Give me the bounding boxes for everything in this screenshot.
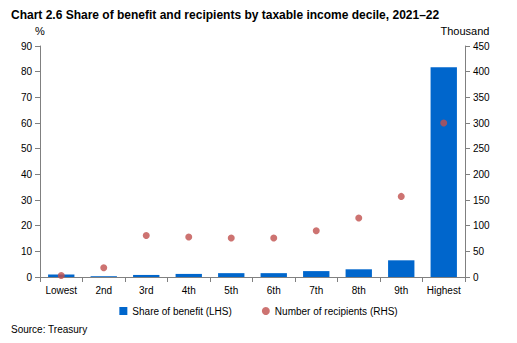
svg-text:40: 40 bbox=[21, 169, 33, 180]
svg-text:50: 50 bbox=[473, 246, 485, 257]
svg-text:70: 70 bbox=[21, 92, 33, 103]
svg-text:200: 200 bbox=[473, 169, 490, 180]
svg-text:30: 30 bbox=[21, 195, 33, 206]
svg-text:%: % bbox=[35, 25, 45, 37]
svg-text:7th: 7th bbox=[309, 285, 323, 296]
svg-text:5th: 5th bbox=[224, 285, 238, 296]
svg-text:Lowest: Lowest bbox=[45, 285, 77, 296]
svg-text:60: 60 bbox=[21, 118, 33, 129]
svg-text:Number of recipients (RHS): Number of recipients (RHS) bbox=[275, 306, 398, 317]
svg-text:4th: 4th bbox=[182, 285, 196, 296]
svg-text:400: 400 bbox=[473, 66, 490, 77]
svg-text:50: 50 bbox=[21, 143, 33, 154]
svg-text:9th: 9th bbox=[394, 285, 408, 296]
svg-text:6th: 6th bbox=[267, 285, 281, 296]
svg-text:Chart 2.6 Share of benefit and: Chart 2.6 Share of benefit and recipient… bbox=[11, 8, 439, 22]
svg-text:Thousand: Thousand bbox=[441, 25, 490, 37]
svg-text:350: 350 bbox=[473, 92, 490, 103]
svg-text:Share of benefit (LHS): Share of benefit (LHS) bbox=[132, 306, 232, 317]
svg-text:2nd: 2nd bbox=[95, 285, 112, 296]
svg-text:90: 90 bbox=[21, 41, 33, 52]
svg-text:0: 0 bbox=[473, 272, 479, 283]
svg-text:8th: 8th bbox=[352, 285, 366, 296]
svg-text:250: 250 bbox=[473, 143, 490, 154]
svg-text:80: 80 bbox=[21, 66, 33, 77]
svg-text:Source: Treasury: Source: Treasury bbox=[11, 324, 87, 335]
svg-text:150: 150 bbox=[473, 195, 490, 206]
svg-text:10: 10 bbox=[21, 246, 33, 257]
svg-text:100: 100 bbox=[473, 220, 490, 231]
svg-text:3rd: 3rd bbox=[139, 285, 153, 296]
svg-text:20: 20 bbox=[21, 220, 33, 231]
svg-text:450: 450 bbox=[473, 41, 490, 52]
svg-text:Highest: Highest bbox=[427, 285, 461, 296]
svg-text:0: 0 bbox=[26, 272, 32, 283]
svg-text:300: 300 bbox=[473, 118, 490, 129]
